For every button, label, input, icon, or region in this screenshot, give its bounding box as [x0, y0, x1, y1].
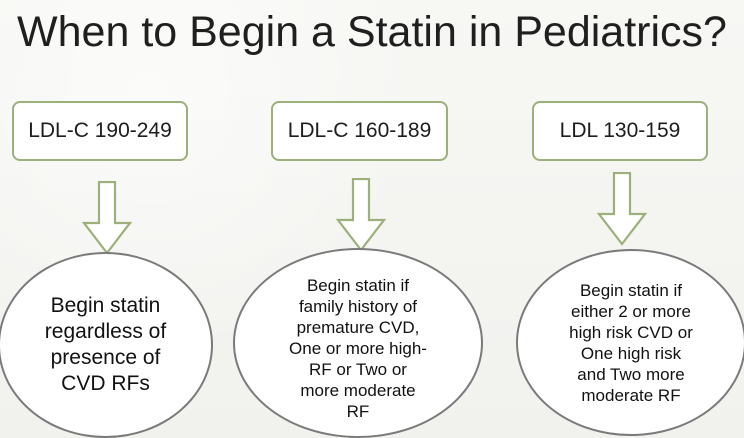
recommendation-ellipse-3: Begin statin if either 2 or more high ri…: [516, 249, 744, 436]
recommendation-text-3: Begin statin if either 2 or more high ri…: [569, 280, 693, 405]
ldl-160-189-label: LDL-C 160-189: [287, 119, 432, 142]
ldl-190-249-label: LDL-C 190-249: [28, 119, 172, 142]
down-arrow-icon: [82, 181, 132, 255]
down-arrow-icon: [597, 172, 647, 246]
recommendation-text-2: Begin statin if family history of premat…: [289, 275, 427, 421]
ldl-130-159-label: LDL 130-159: [559, 119, 681, 142]
recommendation-ellipse-2: Begin statin if family history of premat…: [233, 248, 483, 438]
ldl-160-189-box: LDL-C 160-189: [271, 101, 448, 161]
recommendation-text-1: Begin statin regardless of presence of C…: [44, 294, 167, 395]
ldl-190-249-box: LDL-C 190-249: [12, 101, 188, 161]
recommendation-ellipse-1: Begin statin regardless of presence of C…: [0, 252, 213, 438]
ldl-130-159-box: LDL 130-159: [532, 101, 708, 161]
down-arrow-icon: [336, 178, 386, 252]
slide-title: When to Begin a Statin in Pediatrics?: [17, 8, 727, 56]
